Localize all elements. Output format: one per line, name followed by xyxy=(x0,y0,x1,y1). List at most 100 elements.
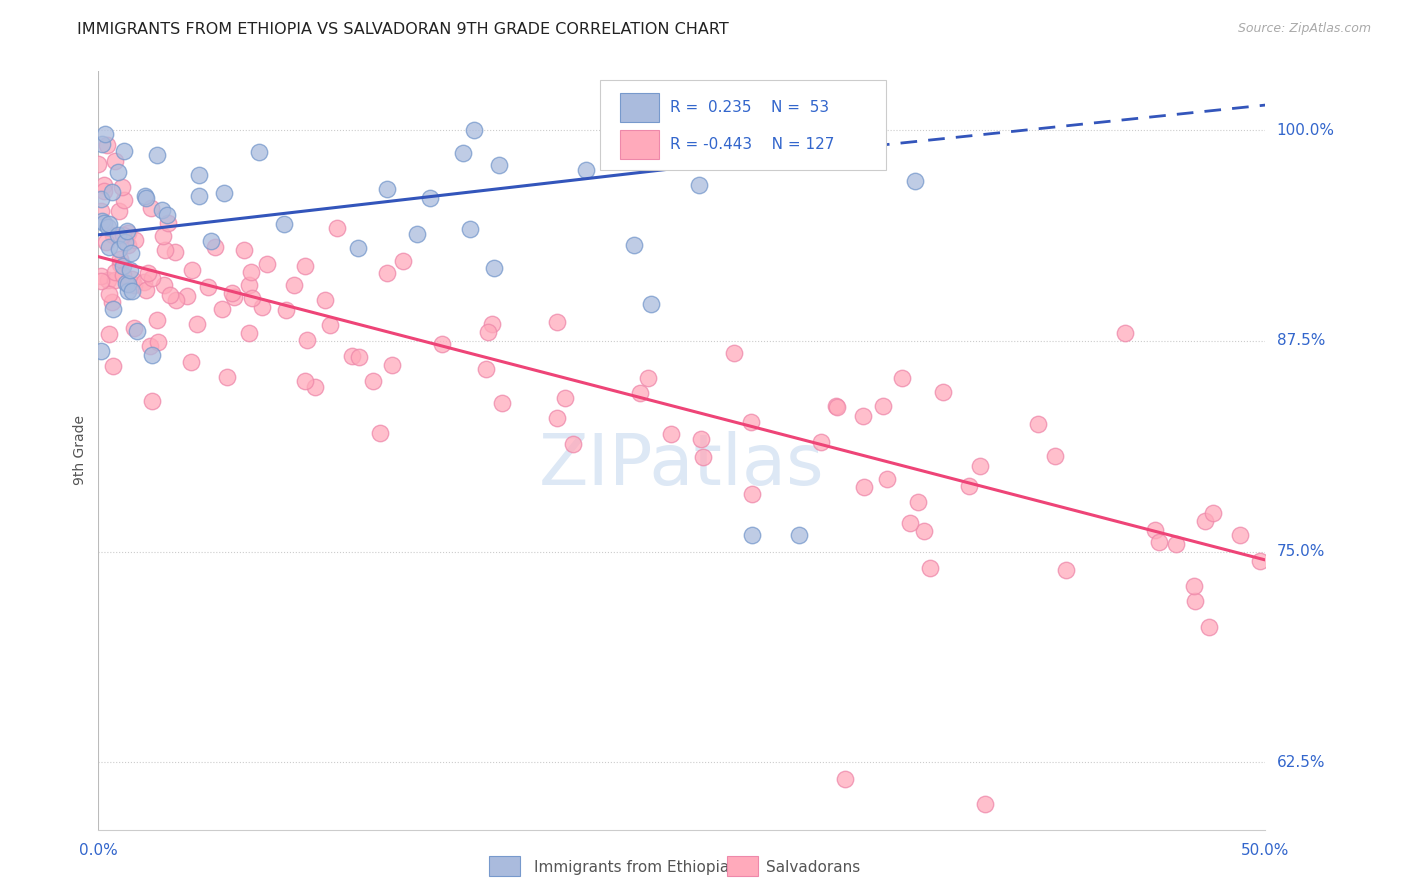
Point xyxy=(221,285,243,300)
Point xyxy=(141,348,163,362)
Text: R = -0.443    N = 127: R = -0.443 N = 127 xyxy=(671,136,835,152)
Point xyxy=(233,244,256,258)
Point xyxy=(451,145,474,160)
Point xyxy=(200,234,222,248)
Point xyxy=(491,396,513,410)
Point xyxy=(361,374,384,388)
Point xyxy=(152,229,174,244)
Point xyxy=(319,318,342,332)
Point xyxy=(135,191,157,205)
Point xyxy=(406,227,429,242)
Point xyxy=(294,259,316,273)
Point xyxy=(141,393,163,408)
Point xyxy=(159,288,181,302)
Text: ZIPatlas: ZIPatlas xyxy=(538,431,825,500)
Point xyxy=(100,186,122,200)
Point xyxy=(1166,537,1188,551)
Point xyxy=(87,157,110,171)
Point xyxy=(688,178,710,193)
Point xyxy=(294,374,316,388)
Text: R =  0.235    N =  53: R = 0.235 N = 53 xyxy=(671,100,830,115)
Point xyxy=(145,148,167,162)
Point xyxy=(114,276,136,290)
Point xyxy=(659,427,682,442)
Point xyxy=(256,257,278,271)
Point xyxy=(156,207,179,221)
Text: 62.5%: 62.5% xyxy=(1277,755,1324,770)
Text: 75.0%: 75.0% xyxy=(1277,544,1324,559)
Text: 50.0%: 50.0% xyxy=(1241,844,1289,858)
Point xyxy=(787,527,810,541)
Point xyxy=(314,293,336,308)
Point xyxy=(188,168,211,182)
Point xyxy=(1149,535,1171,549)
Point xyxy=(546,411,568,425)
Point xyxy=(1229,527,1251,541)
Point xyxy=(104,154,127,169)
Text: 87.5%: 87.5% xyxy=(1277,334,1324,349)
Point xyxy=(349,350,371,364)
Point xyxy=(118,262,141,277)
Point xyxy=(124,321,146,335)
Point xyxy=(117,226,139,240)
Point xyxy=(188,188,211,202)
Point xyxy=(326,221,349,235)
Point xyxy=(139,201,162,215)
Point xyxy=(1144,523,1167,537)
Point xyxy=(827,400,849,414)
Point xyxy=(810,434,832,449)
Point xyxy=(103,227,125,242)
Point xyxy=(108,252,131,266)
Point xyxy=(834,772,856,786)
Point xyxy=(740,415,762,429)
Point xyxy=(238,278,260,293)
Point xyxy=(898,516,921,530)
Point xyxy=(153,243,176,257)
Point xyxy=(974,797,997,812)
Text: 0.0%: 0.0% xyxy=(79,844,118,858)
Point xyxy=(186,317,208,331)
Text: Immigrants from Ethiopia: Immigrants from Ethiopia xyxy=(534,860,730,874)
Point xyxy=(114,235,136,249)
Point xyxy=(150,203,173,218)
Point xyxy=(628,386,651,401)
Point xyxy=(96,138,118,153)
Point xyxy=(430,337,453,351)
Point xyxy=(623,238,645,252)
FancyBboxPatch shape xyxy=(620,94,658,122)
Point xyxy=(1194,514,1216,528)
Point xyxy=(239,265,262,279)
Point xyxy=(1184,593,1206,607)
Point xyxy=(274,303,297,318)
Point xyxy=(125,324,148,338)
Point xyxy=(488,158,510,172)
Point xyxy=(148,335,170,350)
Point xyxy=(97,273,120,287)
Point xyxy=(250,300,273,314)
Point xyxy=(146,313,169,327)
Point xyxy=(904,174,927,188)
Point xyxy=(90,192,112,206)
Point xyxy=(94,127,117,141)
Point xyxy=(637,370,659,384)
Point xyxy=(689,432,711,446)
Point xyxy=(107,242,129,256)
Point xyxy=(463,123,485,137)
FancyBboxPatch shape xyxy=(620,129,658,159)
Point xyxy=(852,409,875,424)
Point xyxy=(477,325,499,339)
Point xyxy=(93,216,115,230)
Point xyxy=(853,480,876,494)
Point xyxy=(346,241,368,255)
Point xyxy=(1182,579,1205,593)
Point xyxy=(111,228,134,243)
Point xyxy=(741,487,763,501)
Point xyxy=(135,283,157,297)
Point xyxy=(460,221,482,235)
Point xyxy=(204,240,226,254)
Text: Source: ZipAtlas.com: Source: ZipAtlas.com xyxy=(1237,22,1371,36)
Text: 100.0%: 100.0% xyxy=(1277,123,1334,138)
Point xyxy=(115,224,138,238)
Point xyxy=(122,278,145,293)
Point xyxy=(165,293,187,307)
